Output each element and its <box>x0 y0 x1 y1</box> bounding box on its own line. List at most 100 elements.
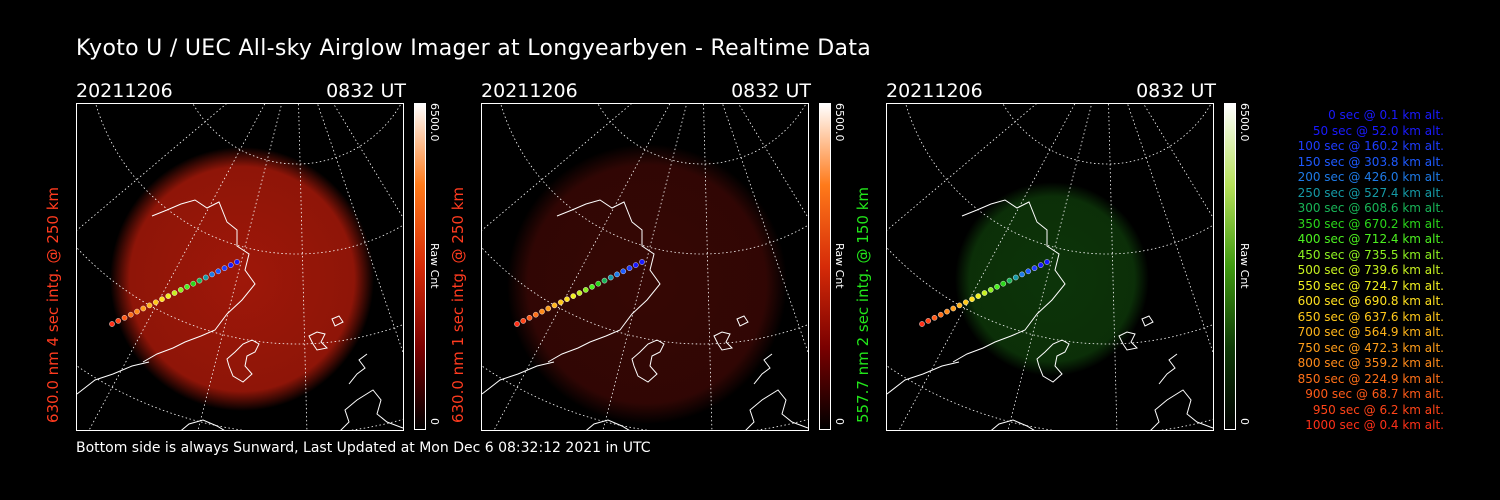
trajectory-point <box>956 302 963 309</box>
legend-row: 500 sec @ 739.6 km alt. <box>1262 263 1444 279</box>
legend-altitude: 527.4 km alt. <box>1364 185 1444 200</box>
legend-time: 500 sec <box>1297 263 1345 277</box>
trajectory-point <box>221 265 228 271</box>
coastline <box>77 199 403 430</box>
trajectory-point <box>127 311 134 318</box>
legend-time: 600 sec <box>1297 294 1345 308</box>
trajectory-point <box>526 314 533 321</box>
legend-time: 400 sec <box>1297 232 1345 246</box>
legend-separator: @ <box>1344 340 1365 355</box>
legend-time: 550 sec <box>1297 278 1345 293</box>
legend-separator: @ <box>1344 201 1365 215</box>
legend-time: 300 sec <box>1297 201 1345 215</box>
wavelength-label: 630.0 nm 1 sec intg. @ 250 km <box>449 186 467 424</box>
legend-row: 850 sec @ 224.9 km alt. <box>1262 372 1444 388</box>
legend-altitude: 637.6 km alt. <box>1364 309 1444 324</box>
rocket-trajectory <box>109 259 240 327</box>
trajectory-point <box>975 293 982 299</box>
trajectory-point <box>570 293 577 299</box>
trajectory-point <box>925 318 932 324</box>
trajectory-point <box>919 321 925 327</box>
legend-altitude: 359.2 km alt. <box>1364 356 1444 370</box>
legend-separator: @ <box>1352 123 1372 138</box>
legend-altitude: 6.2 km alt. <box>1379 402 1444 417</box>
footer-note: Bottom side is always Sunward, Last Upda… <box>76 440 651 456</box>
legend-separator: @ <box>1344 278 1365 293</box>
legend-row: 300 sec @ 608.6 km alt. <box>1262 201 1444 217</box>
trajectory-point <box>1006 277 1013 284</box>
trajectory-point <box>626 265 633 271</box>
panel-time: 0832 UT <box>326 80 406 102</box>
trajectory-point <box>177 287 184 293</box>
trajectory-point <box>1025 268 1032 275</box>
trajectory-point <box>937 311 944 318</box>
colorbar-min: 0 <box>428 418 441 425</box>
legend-time: 750 sec <box>1297 340 1345 355</box>
legend-separator: @ <box>1344 185 1365 200</box>
trajectory-point <box>601 277 608 284</box>
legend-altitude: 690.8 km alt. <box>1364 294 1444 308</box>
trajectory-point <box>545 305 552 312</box>
allsky-image <box>76 103 404 431</box>
trajectory-point <box>539 308 545 315</box>
trajectory-point <box>165 293 172 299</box>
legend-separator: @ <box>1344 170 1365 184</box>
legend-altitude: 0.1 km alt. <box>1379 108 1444 122</box>
colorbar <box>819 103 831 430</box>
panel-date: 20211206 <box>481 80 578 102</box>
colorbar-max: 6500.0 <box>833 103 846 142</box>
legend-separator: @ <box>1344 247 1365 262</box>
legend-time: 700 sec <box>1297 325 1345 339</box>
trajectory-point <box>196 277 203 284</box>
imager-panel-3: 20211206 0832 UT 557.7 nm 2 sec intg. @ … <box>854 80 1216 431</box>
legend-row: 100 sec @ 160.2 km alt. <box>1262 139 1444 155</box>
legend-separator: @ <box>1344 325 1365 339</box>
panel-time: 0832 UT <box>1136 80 1216 102</box>
legend-time: 450 sec <box>1297 247 1345 262</box>
legend-altitude: 735.5 km alt. <box>1364 247 1444 262</box>
trajectory-point <box>171 290 178 296</box>
allsky-image <box>886 103 1214 431</box>
legend-row: 450 sec @ 735.5 km alt. <box>1262 248 1444 264</box>
wavelength-label: 557.7 nm 2 sec intg. @ 150 km <box>854 186 872 424</box>
trajectory-point <box>632 262 639 268</box>
colorbar-min: 0 <box>833 418 846 425</box>
coastline <box>482 199 808 430</box>
legend-row: 50 sec @ 52.0 km alt. <box>1262 124 1444 140</box>
trajectory-point <box>589 283 595 290</box>
legend-separator: @ <box>1344 154 1365 169</box>
trajectory-point <box>134 308 140 315</box>
legend-row: 650 sec @ 637.6 km alt. <box>1262 310 1444 326</box>
trajectory-point <box>159 296 165 302</box>
coastline <box>887 199 1213 430</box>
trajectory-point <box>944 308 950 315</box>
trajectory-point <box>981 290 988 296</box>
legend-time: 850 sec <box>1297 371 1345 386</box>
trajectory-point <box>607 274 614 281</box>
trajectory-point <box>994 283 1000 290</box>
rocket-trajectory <box>919 259 1050 327</box>
trajectory-point <box>184 283 190 290</box>
legend-separator: @ <box>1344 232 1365 246</box>
legend-time: 250 sec <box>1297 185 1345 200</box>
legend-altitude: 52.0 km alt. <box>1371 123 1444 138</box>
legend-separator: @ <box>1344 371 1365 386</box>
trajectory-point <box>639 259 645 265</box>
legend-altitude: 160.2 km alt. <box>1364 139 1444 153</box>
legend-altitude: 670.2 km alt. <box>1364 216 1444 231</box>
legend-time: 650 sec <box>1297 309 1345 324</box>
legend-time: 150 sec <box>1297 154 1345 169</box>
trajectory-point <box>234 259 240 265</box>
legend-row: 1000 sec @ 0.4 km alt. <box>1262 418 1444 434</box>
imager-panel-2: 20211206 0832 UT 630.0 nm 1 sec intg. @ … <box>449 80 811 431</box>
legend-time: 900 sec <box>1305 387 1353 401</box>
trajectory-point <box>146 302 153 309</box>
legend-row: 400 sec @ 712.4 km alt. <box>1262 232 1444 248</box>
trajectory-point <box>121 314 128 321</box>
legend-row: 350 sec @ 670.2 km alt. <box>1262 217 1444 233</box>
colorbar-label: Raw Cnt <box>428 243 441 289</box>
legend-altitude: 724.7 km alt. <box>1364 278 1444 293</box>
trajectory-point <box>576 290 583 296</box>
legend-row: 600 sec @ 690.8 km alt. <box>1262 294 1444 310</box>
legend-separator: @ <box>1344 139 1365 153</box>
